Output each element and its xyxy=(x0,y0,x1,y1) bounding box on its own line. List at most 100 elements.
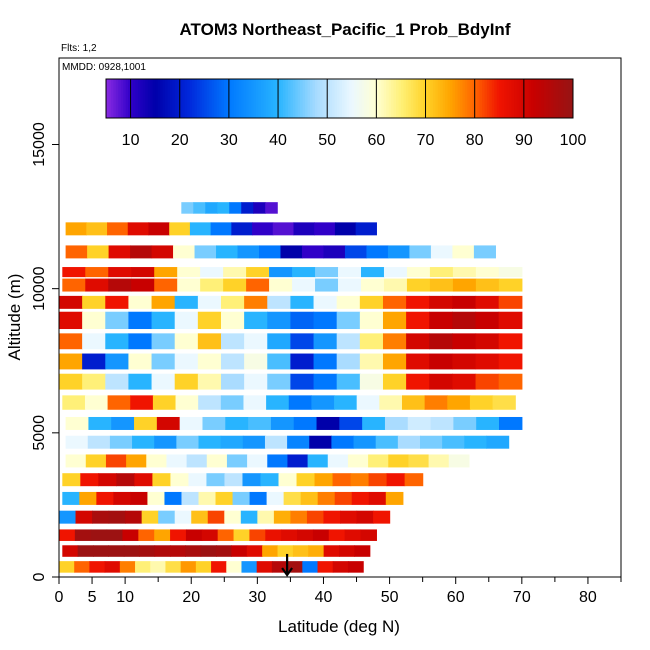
heat-cell-9-16 xyxy=(429,373,453,390)
colorbar-swatch xyxy=(113,79,117,118)
heat-cell-3-10 xyxy=(292,267,316,278)
colorbar-swatch xyxy=(302,79,306,118)
heat-cell-15-11 xyxy=(249,491,268,505)
heat-cell-19-6 xyxy=(150,561,167,573)
colorbar-swatch xyxy=(427,79,431,118)
colorbar: 10 20 30 40 50 60 70 80 90 100 xyxy=(105,78,586,149)
colorbar-swatch xyxy=(396,79,399,118)
colorbar-swatch xyxy=(516,79,520,118)
heat-cell-16-16 xyxy=(323,510,341,524)
heat-cell-10-11 xyxy=(311,395,335,410)
heat-cell-16-6 xyxy=(158,510,176,524)
heat-cell-1-4 xyxy=(148,222,170,236)
colorbar-swatch xyxy=(361,79,365,118)
colorbar-swatch xyxy=(150,79,154,118)
colorbar-swatch xyxy=(381,79,385,118)
heat-cell-4-2 xyxy=(108,278,132,292)
heat-cell-17-16 xyxy=(312,529,330,541)
heat-cell-15-13 xyxy=(283,491,302,505)
colorbar-swatch xyxy=(509,79,513,118)
heat-cell-13-4 xyxy=(146,454,168,468)
x-tick-label-9: 80 xyxy=(579,589,597,606)
heat-cell-4-9 xyxy=(269,278,293,292)
heat-cell-12-8 xyxy=(242,435,266,449)
heat-cell-5-3 xyxy=(128,295,153,309)
heat-cell-9-12 xyxy=(336,373,361,390)
heat-cell-3-5 xyxy=(177,267,201,278)
colorbar-swatch xyxy=(415,79,419,118)
heat-cell-10-14 xyxy=(379,395,403,410)
heat-cell-4-3 xyxy=(131,278,155,292)
heat-cell-12-15 xyxy=(397,435,421,449)
heat-cell-8-7 xyxy=(220,353,245,370)
heat-cell-10-15 xyxy=(401,395,426,410)
colorbar-swatch xyxy=(172,79,176,118)
heat-cell-4-8 xyxy=(246,278,270,292)
colorbar-swatch xyxy=(563,79,567,118)
colorbar-swatch xyxy=(282,79,286,118)
heat-cell-7-6 xyxy=(197,333,222,350)
heat-cell-11-9 xyxy=(270,416,295,430)
heat-cell-9-10 xyxy=(290,373,315,390)
heat-cell-13-19 xyxy=(448,454,470,468)
heat-cell-9-14 xyxy=(382,373,407,390)
heat-cell-12-19 xyxy=(486,435,510,449)
heat-cell-11-3 xyxy=(134,416,158,430)
colorbar-swatch xyxy=(506,79,510,118)
heat-cell-17-3 xyxy=(106,529,124,541)
heat-cell-8-12 xyxy=(336,353,361,370)
marker-arrowhead xyxy=(281,567,294,577)
colorbar-swatch xyxy=(543,79,547,118)
heat-cell-7-19 xyxy=(498,333,523,350)
heat-cell-13-8 xyxy=(226,454,248,468)
colorbar-swatch xyxy=(376,79,380,118)
heat-cell-11-1 xyxy=(88,416,112,430)
colorbar-swatch xyxy=(206,79,210,118)
heat-cell-16-10 xyxy=(224,510,242,524)
colorbar-swatch xyxy=(199,79,203,118)
heat-cell-7-1 xyxy=(82,333,106,350)
colorbar-swatch xyxy=(317,79,321,118)
colorbar-swatch xyxy=(489,79,493,118)
heat-cell-5-0 xyxy=(59,295,83,309)
heat-cell-15-8 xyxy=(198,491,217,505)
heat-cell-7-11 xyxy=(313,333,338,350)
heat-cell-5-16 xyxy=(429,295,453,309)
colorbar-swatch xyxy=(526,79,530,118)
heat-cell-12-17 xyxy=(442,435,465,449)
heat-cell-2-15 xyxy=(387,245,411,259)
colorbar-tick-label-3: 40 xyxy=(269,132,287,149)
heat-cell-15-16 xyxy=(334,491,353,505)
heat-cell-7-14 xyxy=(382,333,407,350)
chart-title: ATOM3 Northeast_Pacific_1 Prob_BdyInf xyxy=(180,20,511,39)
heat-cell-15-1 xyxy=(79,491,97,505)
colorbar-swatch xyxy=(496,79,500,118)
heat-cell-19-12 xyxy=(241,561,258,573)
colorbar-swatch xyxy=(383,79,387,118)
y-tick-label-3: 15000 xyxy=(31,122,48,167)
colorbar-swatch xyxy=(192,79,195,118)
colorbar-tick-label-0: 10 xyxy=(122,132,140,149)
x-tick-label-1: 5 xyxy=(88,589,97,606)
heat-cell-3-9 xyxy=(269,267,293,278)
colorbar-swatch xyxy=(408,79,412,118)
colorbar-swatch xyxy=(413,79,417,118)
colorbar-swatch xyxy=(484,79,488,118)
heat-cell-0-2 xyxy=(205,202,218,214)
colorbar-swatch xyxy=(568,79,572,118)
colorbar-swatch xyxy=(118,79,122,118)
heat-cell-4-5 xyxy=(177,278,201,292)
colorbar-swatch xyxy=(423,79,427,118)
colorbar-swatch xyxy=(290,79,294,118)
heat-cell-7-0 xyxy=(59,333,83,350)
heat-cell-2-19 xyxy=(473,245,496,259)
colorbar-swatch xyxy=(125,79,129,118)
colorbar-swatch xyxy=(226,79,230,118)
x-tick-label-6: 50 xyxy=(381,589,399,606)
heat-cell-1-8 xyxy=(231,222,253,236)
heat-cell-5-4 xyxy=(151,295,176,309)
colorbar-swatch xyxy=(437,79,441,118)
colorbar-swatch xyxy=(388,79,392,118)
heat-cell-7-18 xyxy=(475,333,500,350)
heat-cell-2-18 xyxy=(452,245,475,259)
